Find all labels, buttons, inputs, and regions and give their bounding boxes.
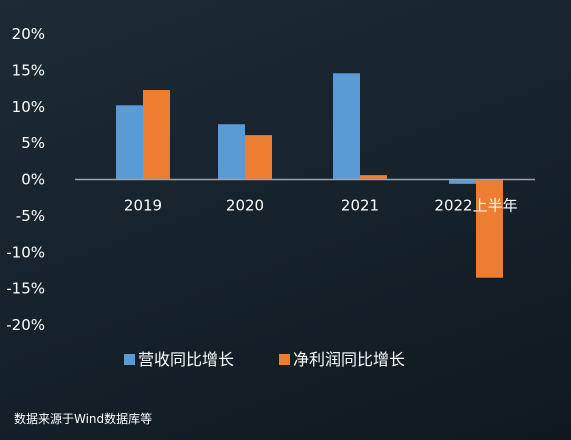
footer-source: 数据来源于Wind数据库等 xyxy=(14,412,153,426)
bar-profit-2020 xyxy=(245,135,272,180)
y-tick-label: -15% xyxy=(6,280,45,298)
bar-revenue-2022上半年 xyxy=(449,179,476,184)
bar-profit-2019 xyxy=(143,90,170,180)
legend-swatch-revenue xyxy=(124,354,135,365)
y-tick-label: 15% xyxy=(12,61,45,79)
y-tick-label: -5% xyxy=(16,207,45,225)
bar-profit-2021 xyxy=(360,175,387,180)
x-category-label: 2019 xyxy=(124,197,162,215)
bar-revenue-2019 xyxy=(116,105,143,180)
bar-revenue-2021 xyxy=(333,73,360,180)
y-tick-label: -20% xyxy=(6,316,45,334)
bar-revenue-2020 xyxy=(218,124,245,180)
x-category-label: 2020 xyxy=(226,197,264,215)
x-category-label: 2022上半年 xyxy=(434,197,517,215)
legend-label-profit: 净利润同比增长 xyxy=(293,350,405,369)
y-tick-label: 10% xyxy=(12,98,45,116)
bar-profit-2022上半年 xyxy=(476,179,503,278)
legend-label-revenue: 营收同比增长 xyxy=(138,350,234,369)
y-tick-label: 0% xyxy=(21,171,45,189)
x-category-label: 2021 xyxy=(341,197,379,215)
y-tick-label: -10% xyxy=(6,243,45,261)
y-tick-label: 5% xyxy=(21,134,45,152)
legend-swatch-profit xyxy=(279,354,290,365)
y-tick-label: 20% xyxy=(12,25,45,43)
